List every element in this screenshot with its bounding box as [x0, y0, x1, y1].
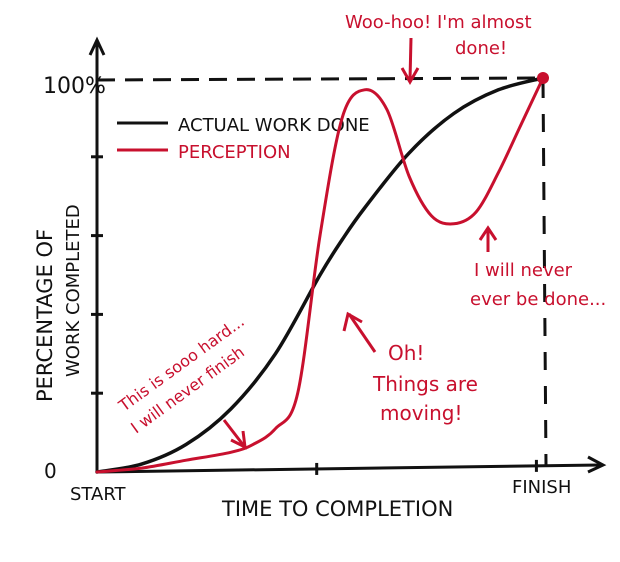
annotation-almost-done-line-1: Woo-hoo! I'm almost — [345, 12, 532, 33]
annotation-moving-line-1: Oh! — [388, 341, 424, 365]
y-axis-title: PERCENTAGE OF WORK COMPLETED — [33, 204, 84, 402]
annotation-hard: This is sooo hard... I will never finish — [114, 312, 248, 450]
annotation-moving-arrow — [347, 313, 377, 353]
annotation-moving: Oh! Things are moving! — [342, 311, 478, 425]
y-axis-title-line-1: PERCENTAGE OF — [33, 229, 57, 402]
annotation-moving-arrowhead — [342, 311, 363, 332]
x-axis-title: TIME TO COMPLETION — [221, 497, 453, 521]
y-axis-title-line-2: WORK COMPLETED — [63, 204, 84, 377]
annotation-almost-done: Woo-hoo! I'm almost done! — [345, 12, 532, 86]
annotation-moving-line-3: moving! — [380, 401, 463, 425]
annotation-almost-done-arrow — [408, 37, 413, 81]
annotation-never-done-line-2: ever be done... — [470, 289, 606, 310]
top-dashed-line — [96, 76, 544, 82]
legend-label-actual: ACTUAL WORK DONE — [178, 115, 370, 136]
x-axis-arrow — [587, 455, 607, 474]
x-finish-label: FINISH — [512, 477, 571, 498]
annotation-hard-arrowhead — [230, 430, 247, 450]
x-start-label: START — [70, 484, 127, 505]
legend-label-perception: PERCEPTION — [178, 142, 291, 163]
y-tick-label-top: 100% — [43, 74, 106, 99]
annotation-almost-done-arrowhead — [400, 67, 420, 86]
y-tick-label-bottom: 0 — [44, 459, 57, 483]
x-tick-marks — [315, 459, 538, 475]
annotation-never-done-arrowhead — [478, 225, 498, 241]
finish-dashed-line — [541, 79, 548, 466]
series-line-perception — [95, 76, 545, 474]
annotation-never-done-line-1: I will never — [474, 260, 573, 281]
annotation-moving-line-2: Things are — [372, 372, 478, 396]
y-tick-marks — [91, 155, 103, 395]
annotation-hard-arrow — [222, 419, 246, 447]
x-axis — [96, 463, 601, 474]
series-line-actual-work-done — [95, 76, 545, 474]
finish-point — [537, 72, 549, 84]
annotation-never-done: I will never ever be done... — [470, 225, 606, 310]
annotation-almost-done-line-2: done! — [455, 38, 507, 59]
y-axis-arrow — [88, 36, 106, 56]
legend: ACTUAL WORK DONE PERCEPTION — [117, 115, 370, 163]
